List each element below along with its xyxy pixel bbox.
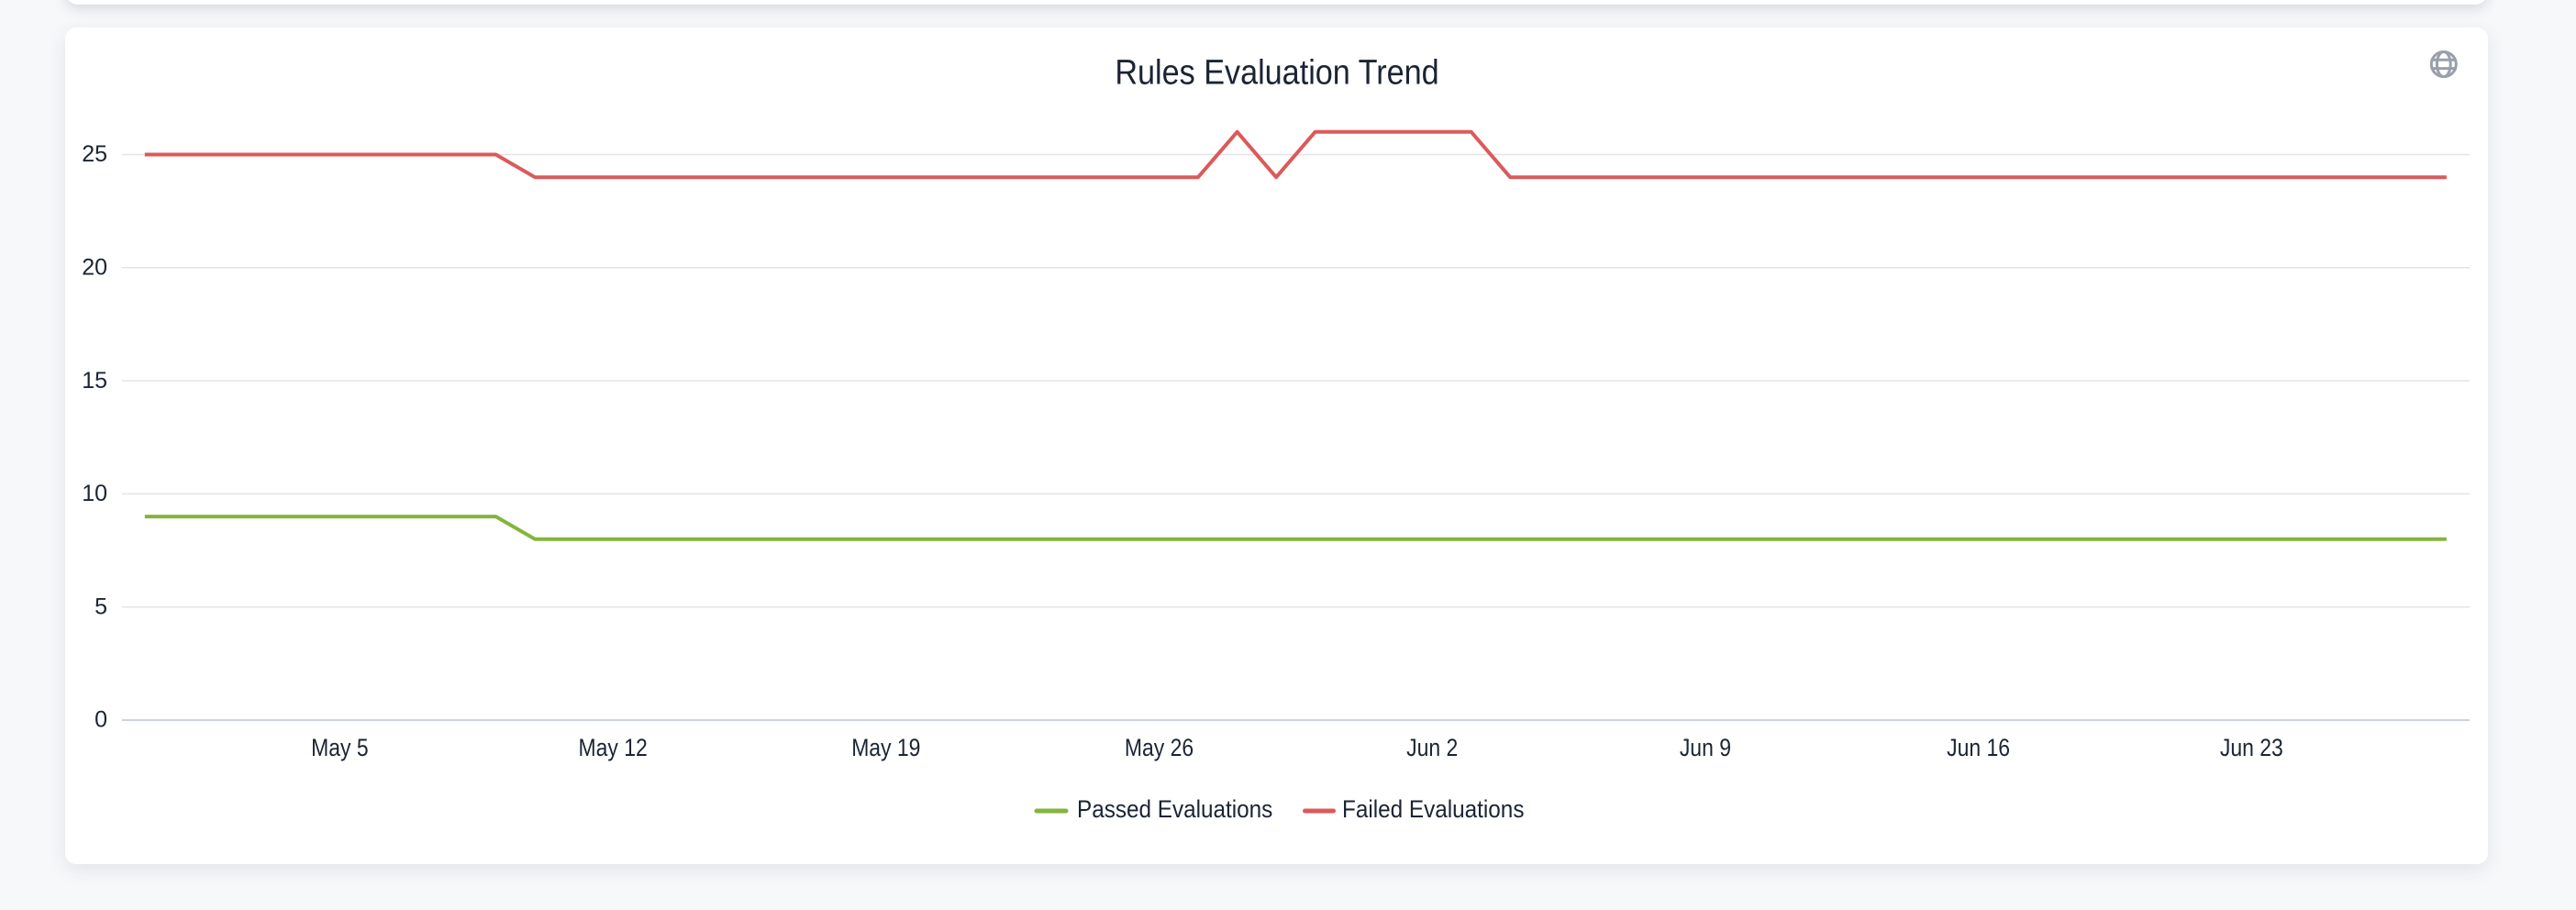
svg-text:May 19: May 19 (851, 734, 920, 761)
svg-text:Jun 16: Jun 16 (1947, 734, 2010, 761)
svg-text:Jun 9: Jun 9 (1680, 734, 1731, 761)
svg-text:May 12: May 12 (578, 734, 647, 761)
svg-text:20: 20 (82, 255, 107, 281)
svg-text:5: 5 (94, 594, 107, 619)
svg-text:15: 15 (82, 368, 107, 394)
svg-text:0: 0 (94, 707, 107, 733)
svg-text:Rules Evaluation Trend: Rules Evaluation Trend (1115, 52, 1438, 92)
svg-text:25: 25 (82, 141, 107, 167)
svg-text:Failed Evaluations: Failed Evaluations (1342, 796, 1524, 823)
svg-text:May 26: May 26 (1125, 734, 1194, 761)
svg-text:Jun 2: Jun 2 (1406, 734, 1458, 761)
svg-text:10: 10 (82, 481, 107, 506)
svg-text:Passed Evaluations: Passed Evaluations (1077, 796, 1272, 823)
svg-text:May 5: May 5 (311, 734, 368, 761)
svg-text:Jun 23: Jun 23 (2220, 734, 2283, 761)
